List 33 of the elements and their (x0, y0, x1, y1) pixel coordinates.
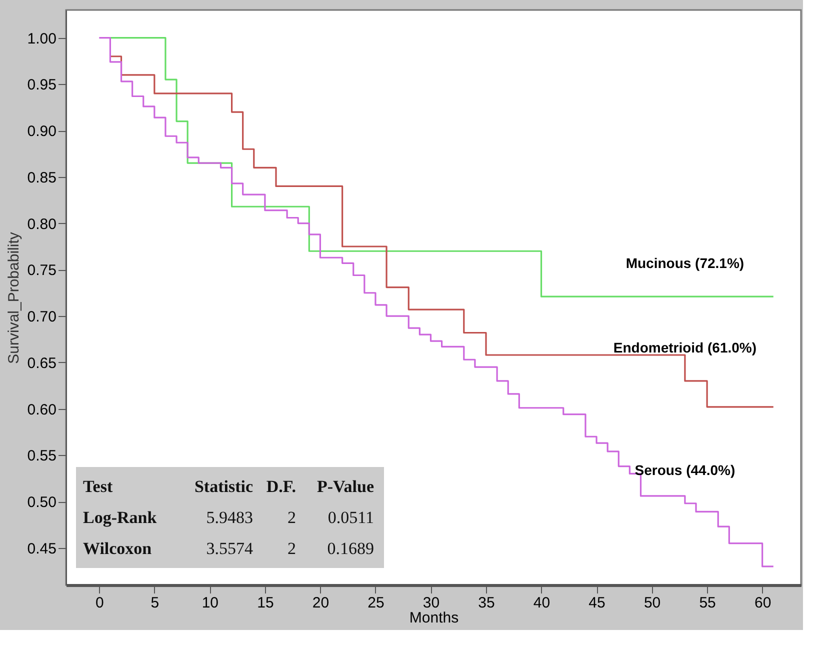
y-tick-label: 1.00 (27, 30, 56, 48)
y-tick-label: 0.80 (27, 216, 56, 233)
y-tick-label: 0.65 (27, 354, 56, 372)
y-tick-label: 0.85 (27, 169, 56, 186)
x-tick-label: 15 (257, 594, 274, 612)
x-axis-title: Months (409, 610, 459, 626)
y-tick-label: 0.50 (27, 494, 56, 512)
y-tick-label: 0.90 (27, 123, 56, 140)
x-tick-label: 20 (312, 594, 330, 612)
x-tick-label: 50 (644, 594, 661, 612)
text: Test Statistic D.F. P-Value (83, 477, 374, 496)
x-tick-label: 55 (699, 594, 716, 612)
y-tick-label: 0.75 (27, 262, 56, 280)
x-tick-label: 45 (588, 594, 606, 612)
series-label: Endometrioid (61.0%) (613, 340, 757, 356)
text: Log-Rank 5.9483 2 0.0511 (83, 508, 374, 527)
text: Wilcoxon 3.5574 2 0.1689 (83, 539, 374, 558)
x-tick-label: 40 (533, 594, 550, 612)
y-tick-label: 0.60 (27, 401, 56, 418)
x-tick-label: 5 (150, 594, 160, 612)
x-tick-label: 60 (754, 594, 772, 612)
y-tick-label: 0.45 (27, 540, 56, 558)
series-label: Serous (44.0%) (634, 462, 736, 478)
x-tick-label: 30 (422, 594, 440, 612)
y-tick-label: 0.70 (27, 308, 56, 326)
x-tick-label: 0 (95, 594, 104, 612)
series-label: Mucinous (72.1%) (626, 255, 744, 272)
y-tick-label: 0.55 (27, 448, 56, 465)
y-tick-label: 0.95 (27, 76, 56, 94)
x-tick-label: 10 (202, 594, 219, 612)
x-tick-label: 25 (368, 594, 384, 612)
x-tick-label: 35 (478, 594, 495, 612)
y-axis-title: Survival_Probability (5, 232, 22, 364)
